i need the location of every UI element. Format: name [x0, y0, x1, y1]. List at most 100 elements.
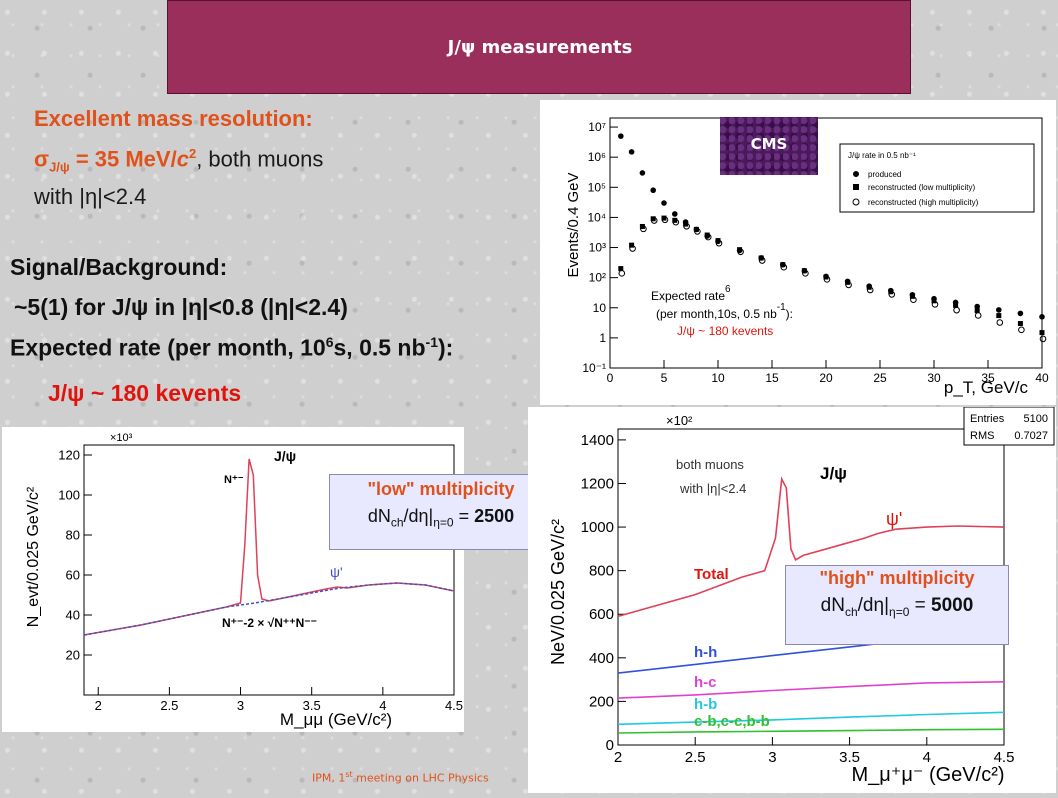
c3-cb-label: c-b,c-c,b-b [694, 713, 770, 730]
c3-ytick-label: 1400 [581, 432, 614, 449]
c1-point-low [996, 313, 1002, 319]
c3-hc-label: h-c [694, 674, 717, 691]
sigma-subscript: J/ψ [49, 159, 70, 175]
c3-xtick-label: 4.5 [994, 749, 1015, 766]
c1-point-high [629, 245, 636, 252]
c2-xtick-label: 2 [95, 698, 102, 713]
c1-point-produced [672, 211, 678, 217]
low-mult-header: "low" multiplicity [367, 479, 515, 499]
c3-jpsi-label: J/ψ [820, 464, 847, 483]
sigma-value: = 35 MeV/ [69, 146, 177, 172]
c1-legend-box [839, 143, 1035, 213]
c1-xtick-label: 30 [927, 371, 941, 385]
high-mult-infobox: "high" multiplicity dNch/dη|η=0 = 5000 [785, 565, 1009, 645]
c1-point-high [996, 319, 1004, 326]
c1-point-high [866, 286, 874, 294]
c1-xtick-label: 20 [819, 371, 833, 385]
c1-ytick-label: 10² [589, 271, 606, 285]
c3-ytick-label: 0 [606, 737, 614, 754]
c2-series-line [83, 582, 455, 636]
c3-series-line [617, 681, 1005, 699]
c3-xtick-label: 3.5 [839, 749, 860, 766]
c1-point-high [888, 291, 896, 298]
c1-ytick-label: 1 [599, 331, 606, 345]
c3-xtick-label: 3 [768, 749, 776, 766]
c2-xlabel: M_μμ (GeV/c²) [280, 710, 392, 729]
c1-ytick-label: 10⁵ [588, 180, 606, 194]
c3-rms-label: RMS [970, 430, 994, 442]
pt-spectrum-chart: 0 5 10 15 20 25 30 35 40 10⁻¹ 1 10 10² 10³ 10⁴ 10⁵ 10⁶ 10… [565, 117, 1049, 397]
c1-point-high [953, 306, 960, 314]
c1-xtick-label: 10 [711, 371, 725, 385]
c1-ytick-label: 10⁷ [588, 120, 606, 134]
c1-point-high [650, 217, 658, 224]
c1-ytick-label: 10³ [589, 241, 606, 255]
c2-frame [83, 444, 455, 696]
c1-legend-marker-low [853, 184, 859, 190]
low-mult-dndeta: dNch/dη|η=0 = 2500 [367, 506, 515, 530]
c1-point-high [737, 248, 744, 256]
c2-xtick-label: 3 [237, 698, 244, 713]
high-mult-dndeta: dNch/dη|η=0 = 5000 [820, 595, 974, 619]
pt-spectrum-panel: 0 5 10 15 20 25 30 35 40 10⁻¹ 1 10 10² 10³ 10⁴ 10⁵ 10⁶ 10… [540, 100, 1056, 405]
c3-entries-label: Entries [970, 413, 1005, 425]
c1-point-produced [628, 149, 635, 155]
c1-point-low [672, 217, 678, 223]
cms-badge: CMS [720, 117, 818, 175]
c1-ytick-label: 10⁴ [587, 210, 606, 224]
c1-point-low [618, 266, 624, 272]
c1-point-produced [974, 303, 980, 310]
c1-point-high [704, 233, 712, 241]
c1-point-high [823, 276, 831, 283]
c3-xtick-label: 2.5 [685, 749, 706, 766]
c1-point-high [910, 296, 917, 304]
c3-psi-prime-label: ψ' [886, 509, 902, 529]
c2-npm-label: N⁺⁻ [224, 474, 244, 486]
c2-xtick-label: 4.5 [445, 698, 463, 713]
c1-point-high [780, 263, 788, 271]
c1-xtick-label: 0 [607, 371, 614, 385]
c3-xtick-label: 4 [923, 749, 931, 766]
rate-text-a: Expected rate (per month, 10 [10, 334, 326, 361]
c2-ytick-label: 60 [66, 567, 80, 582]
c1-point-high [640, 225, 647, 233]
low-mult-panel: 2 2.5 3 3.5 4 4.5 20 40 60 80 100 120 N_evt/0.025 G… [2, 427, 464, 732]
c3-ytick-label: 400 [589, 650, 614, 667]
c1-point-high [931, 301, 939, 308]
c2-jpsi-label: J/ψ [274, 448, 296, 464]
c1-ytick-label: 10 [593, 301, 607, 315]
c1-point-high [758, 257, 766, 264]
title-banner: J/ψ measurements [167, 0, 911, 94]
rate-sup-6: 6 [325, 334, 334, 350]
c1-point-high [845, 281, 852, 289]
c1-point-low [629, 242, 635, 248]
sigma-line: σJ/ψ = 35 MeV/c2, both muons [34, 146, 323, 175]
c1-xtick-label: 15 [765, 371, 779, 385]
c3-ytick-label: 1200 [581, 475, 614, 492]
c3-series-line [617, 711, 1005, 726]
c1-ytick-label: 10⁶ [588, 150, 606, 164]
c3-hb-label: h-b [694, 696, 717, 713]
c3-ytick-label: 800 [589, 563, 614, 580]
c1-ylabel: Events/0.4 GeV [565, 172, 582, 277]
sigma-symbol: σ [34, 146, 50, 172]
c1-point-low [909, 293, 915, 299]
c1-point-high [618, 270, 626, 277]
low-mult-chart: 2 2.5 3 3.5 4 4.5 20 40 60 80 100 120 N_evt/0.025 G… [25, 432, 463, 729]
c1-point-high [802, 270, 809, 277]
c2-xtick-label: 4 [379, 698, 386, 713]
c1-point-high [694, 228, 701, 235]
c3-xlabel: M_μ⁺μ⁻ (GeV/c²) [851, 764, 1004, 786]
c1-point-produced [639, 170, 646, 176]
c3-annot-line2: with |η|<2.4 [679, 481, 746, 496]
low-mult-infobox: "low" multiplicity dNch/dη|η=0 = 2500 [329, 474, 553, 550]
c1-point-low [931, 298, 937, 304]
c3-total-label: Total [694, 566, 729, 583]
c3-series-line [617, 728, 1005, 734]
c3-ytick-label: 1000 [581, 519, 614, 536]
c2-ytick-label: 120 [58, 447, 80, 462]
c2-ytick-label: 80 [66, 527, 80, 542]
c1-point-high [715, 239, 723, 247]
c1-point-low [1039, 330, 1045, 336]
c1-point-high [974, 312, 982, 319]
